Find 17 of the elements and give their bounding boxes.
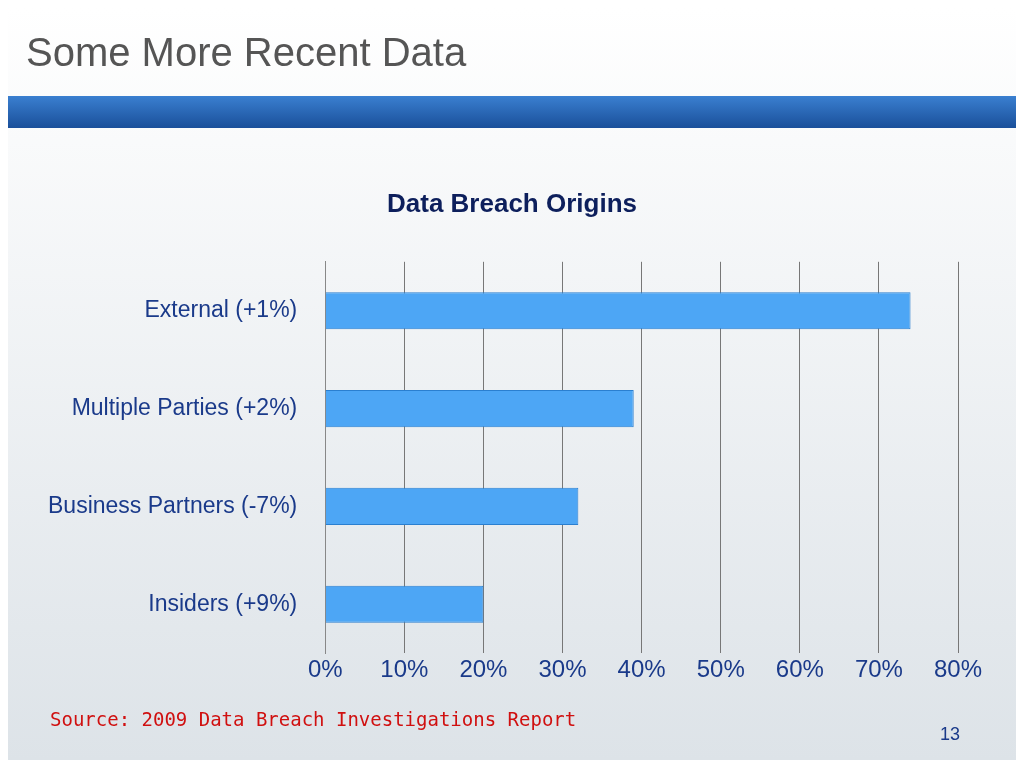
x-tick-label: 80% bbox=[933, 655, 983, 683]
x-tick-label: 0% bbox=[307, 655, 343, 683]
x-tick-label: 30% bbox=[538, 655, 587, 683]
y-tick-label: Multiple Parties (+2%) bbox=[71, 393, 298, 420]
x-tick-label: 50% bbox=[696, 655, 745, 683]
y-tick-label: Business Partners (-7%) bbox=[48, 491, 298, 518]
x-tick-label: 10% bbox=[380, 655, 429, 683]
x-tick-label: 40% bbox=[617, 655, 666, 683]
source-note: Source: 2009 Data Breach Investigations Report bbox=[50, 708, 577, 730]
x-tick-label: 70% bbox=[854, 655, 903, 683]
x-tick-label: 60% bbox=[775, 655, 824, 683]
x-tick-label: 20% bbox=[459, 655, 508, 683]
y-tick-label: Insiders (+9%) bbox=[148, 589, 298, 616]
y-tick-label: External (+1%) bbox=[144, 296, 298, 323]
chart-title: Some More Recent Data bbox=[26, 30, 467, 75]
chart-subtitle: Data Breach Origins bbox=[386, 188, 638, 219]
text: 13 bbox=[940, 724, 961, 745]
